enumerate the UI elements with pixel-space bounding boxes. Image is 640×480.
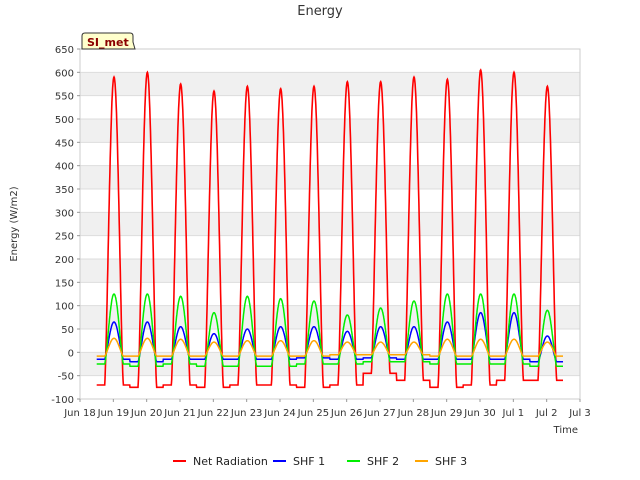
legend-label: Net Radiation <box>193 455 268 468</box>
site-tag: SI_met <box>81 32 136 50</box>
legend-item: Net Radiation <box>173 455 268 468</box>
grid-band <box>80 119 580 143</box>
y-tick-label: 0 <box>68 348 74 359</box>
x-tick-label: Jun 18 <box>63 408 96 419</box>
series-line-shf-3 <box>96 337 563 357</box>
series-lines <box>96 68 563 389</box>
y-tick-label: 400 <box>55 162 74 173</box>
y-tick-labels: -100 -50 0 50 100 150 200 250 300 350 400 450 500 550… <box>51 45 80 406</box>
x-tick-label: Jul 2 <box>535 408 558 419</box>
x-tick-labels: Jun 18 Jun 19 Jun 20 Jun 21 Jun 22 Jun 23 Jun … <box>63 399 591 419</box>
site-tag-box <box>81 32 136 50</box>
plot-background <box>80 49 580 399</box>
x-tick-label: Jun 21 <box>163 408 196 419</box>
grid-band <box>80 212 580 236</box>
chart-title: Energy <box>297 4 343 19</box>
x-tick-label: Jun 29 <box>430 408 463 419</box>
y-axis-title: Energy (W/m2) <box>9 186 20 261</box>
y-tick-label: 550 <box>55 92 74 103</box>
plot-frame <box>79 48 581 400</box>
y-tick-label: -50 <box>58 372 74 383</box>
x-tick-label: Jun 28 <box>397 408 430 419</box>
x-axis-title: Time <box>553 425 578 436</box>
x-tick-label: Jun 27 <box>363 408 396 419</box>
grid-band <box>80 259 580 283</box>
grid-band <box>80 165 580 189</box>
legend-item: SHF 2 <box>347 455 399 468</box>
x-tick-label: Jul 3 <box>568 408 591 419</box>
y-tick-label: 100 <box>55 302 74 313</box>
legend-label: SHF 2 <box>367 455 399 468</box>
site-tag-label: SI_met <box>87 36 129 49</box>
legend-label: SHF 3 <box>435 455 467 468</box>
y-tick-label: 350 <box>55 185 74 196</box>
legend: Net Radiation SHF 1 SHF 2 SHF 3 <box>173 455 467 468</box>
x-tick-label: Jun 24 <box>263 408 296 419</box>
y-tick-label: 300 <box>55 208 74 219</box>
series-line-net-radiation <box>96 68 563 389</box>
grid-band <box>80 72 580 96</box>
x-tick-label: Jun 22 <box>197 408 230 419</box>
y-tick-label: 450 <box>55 138 74 149</box>
y-tick-label: 200 <box>55 255 74 266</box>
x-tick-label: Jul 1 <box>502 408 525 419</box>
x-tick-label: Jun 20 <box>130 408 163 419</box>
x-tick-label: Jun 26 <box>330 408 363 419</box>
x-tick-label: Jun 30 <box>463 408 496 419</box>
x-tick-label: Jun 25 <box>297 408 330 419</box>
y-tick-label: 150 <box>55 278 74 289</box>
legend-label: SHF 1 <box>293 455 325 468</box>
y-tick-label: 250 <box>55 232 74 243</box>
x-tick-label: Jun 23 <box>230 408 263 419</box>
y-tick-label: 500 <box>55 115 74 126</box>
y-tick-label: 650 <box>55 45 74 56</box>
x-tick-label: Jun 19 <box>97 408 130 419</box>
y-tick-label: 50 <box>61 325 74 336</box>
legend-item: SHF 3 <box>415 455 467 468</box>
y-tick-label: -100 <box>51 395 74 406</box>
y-tick-label: 600 <box>55 68 74 79</box>
series-line-shf-2 <box>96 293 563 368</box>
legend-item: SHF 1 <box>273 455 325 468</box>
